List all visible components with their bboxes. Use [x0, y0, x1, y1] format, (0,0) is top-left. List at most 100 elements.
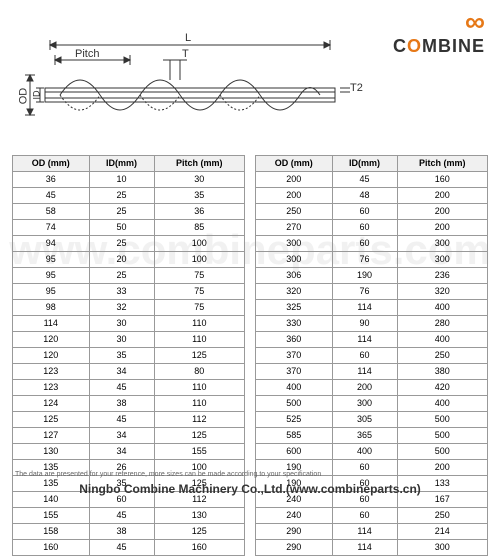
- cell: 370: [256, 364, 333, 380]
- cell: 380: [397, 364, 487, 380]
- cell: 32: [89, 300, 154, 316]
- cell: 320: [256, 284, 333, 300]
- cell: 214: [397, 524, 487, 540]
- cell: 525: [256, 412, 333, 428]
- label-t: T: [182, 48, 189, 60]
- cell: 20: [89, 252, 154, 268]
- label-od: OD: [17, 88, 29, 105]
- cell: 80: [154, 364, 244, 380]
- cell: 200: [256, 172, 333, 188]
- cell: 110: [154, 332, 244, 348]
- cell: 125: [154, 348, 244, 364]
- table-row: 12030110: [13, 332, 245, 348]
- cell: 25: [89, 236, 154, 252]
- table-row: 37060250: [256, 348, 488, 364]
- cell: 114: [332, 524, 397, 540]
- table-row: 600400500: [256, 444, 488, 460]
- cell: 60: [332, 236, 397, 252]
- cell: 45: [89, 508, 154, 524]
- cell: 95: [13, 284, 90, 300]
- cell: 34: [89, 428, 154, 444]
- cell: 60: [332, 508, 397, 524]
- cell: 330: [256, 316, 333, 332]
- cell: 370: [256, 348, 333, 364]
- cell: 300: [332, 396, 397, 412]
- cell: 500: [397, 428, 487, 444]
- table-row: 33090280: [256, 316, 488, 332]
- table-row: 15545130: [13, 508, 245, 524]
- cell: 38: [89, 524, 154, 540]
- cell: 76: [332, 284, 397, 300]
- cell: 500: [397, 412, 487, 428]
- table-row: 25060200: [256, 204, 488, 220]
- cell: 270: [256, 220, 333, 236]
- cell: 25: [89, 268, 154, 284]
- label-pitch: Pitch: [75, 48, 99, 60]
- cell: 48: [332, 188, 397, 204]
- cell: 200: [397, 204, 487, 220]
- cell: 305: [332, 412, 397, 428]
- cell: 35: [89, 348, 154, 364]
- cell: 160: [154, 540, 244, 556]
- table-row: 582536: [13, 204, 245, 220]
- cell: 120: [13, 332, 90, 348]
- table-row: 452535: [13, 188, 245, 204]
- table-row: 15838125: [13, 524, 245, 540]
- cell: 38: [89, 396, 154, 412]
- table-row: 1233480: [13, 364, 245, 380]
- cell: 300: [397, 252, 487, 268]
- cell: 160: [13, 540, 90, 556]
- table-row: 11430110: [13, 316, 245, 332]
- cell: 190: [332, 268, 397, 284]
- cell: 250: [256, 204, 333, 220]
- cell: 360: [256, 332, 333, 348]
- table-row: 16045160: [13, 540, 245, 556]
- cell: 250: [397, 348, 487, 364]
- table-row: 32076320: [256, 284, 488, 300]
- cell: 365: [332, 428, 397, 444]
- cell: 95: [13, 252, 90, 268]
- cell: 45: [332, 172, 397, 188]
- cell: 114: [13, 316, 90, 332]
- cell: 45: [89, 380, 154, 396]
- table-row: 953375: [13, 284, 245, 300]
- cell: 58: [13, 204, 90, 220]
- cell: 75: [154, 284, 244, 300]
- footnote: The data are presented for your referenc…: [15, 471, 321, 478]
- table-row: 30076300: [256, 252, 488, 268]
- cell: 290: [256, 524, 333, 540]
- cell: 250: [397, 508, 487, 524]
- col-header: ID(mm): [89, 156, 154, 172]
- table-row: 745085: [13, 220, 245, 236]
- cell: 300: [397, 540, 487, 556]
- cell: 123: [13, 364, 90, 380]
- cell: 400: [332, 444, 397, 460]
- cell: 100: [154, 236, 244, 252]
- cell: 75: [154, 268, 244, 284]
- cell: 500: [256, 396, 333, 412]
- cell: 60: [332, 348, 397, 364]
- table-row: 30060300: [256, 236, 488, 252]
- cell: 45: [89, 540, 154, 556]
- cell: 60: [332, 220, 397, 236]
- cell: 74: [13, 220, 90, 236]
- cell: 34: [89, 364, 154, 380]
- cell: 124: [13, 396, 90, 412]
- cell: 400: [256, 380, 333, 396]
- col-header: OD (mm): [256, 156, 333, 172]
- cell: 34: [89, 444, 154, 460]
- cell: 155: [13, 508, 90, 524]
- label-l: L: [185, 32, 191, 44]
- cell: 130: [13, 444, 90, 460]
- cell: 114: [332, 332, 397, 348]
- cell: 75: [154, 300, 244, 316]
- cell: 120: [13, 348, 90, 364]
- cell: 200: [397, 220, 487, 236]
- infinity-icon: ∞: [393, 8, 485, 36]
- company-footer: Ningbo Combine Machinery Co.,Ltd.(www.co…: [0, 482, 500, 496]
- table-row: 325114400: [256, 300, 488, 316]
- cell: 123: [13, 380, 90, 396]
- cell: 200: [397, 188, 487, 204]
- table-row: 290114300: [256, 540, 488, 556]
- cell: 320: [397, 284, 487, 300]
